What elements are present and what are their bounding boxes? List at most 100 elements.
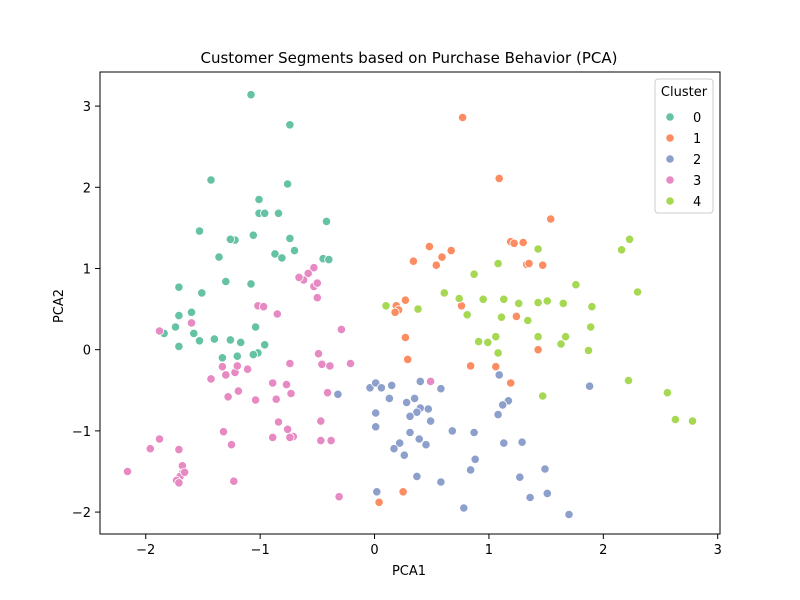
- cluster-3-point: [268, 432, 278, 442]
- cluster-2-point: [371, 422, 381, 432]
- cluster-2-point: [387, 380, 397, 390]
- cluster-0-point: [174, 310, 184, 321]
- cluster-3-point: [317, 359, 327, 369]
- cluster-4-point: [558, 298, 568, 308]
- cluster-0-point: [217, 353, 227, 363]
- cluster-1-point: [506, 378, 516, 388]
- cluster-4-point: [413, 304, 423, 314]
- cluster-4-point: [533, 332, 543, 342]
- cluster-1-point: [533, 345, 543, 355]
- cluster-4-point: [687, 416, 698, 426]
- cluster-2-point: [469, 427, 479, 438]
- cluster-3-point: [425, 376, 436, 386]
- cluster-3-point: [186, 318, 197, 328]
- cluster-2-point: [412, 407, 422, 417]
- axes: −2 −1 0 1 2 3 −2 −1 0 1 2 3: [72, 71, 722, 558]
- x-tick-label: 2: [599, 543, 607, 558]
- cluster-1-point: [546, 214, 556, 224]
- cluster-0-point: [260, 208, 270, 218]
- cluster-0-point: [194, 336, 205, 346]
- legend-entry-1: 1: [693, 132, 701, 147]
- cluster-4-point: [583, 345, 594, 356]
- cluster-1-point: [457, 112, 468, 123]
- cluster-0-point: [174, 282, 184, 292]
- legend-entry-2: 2: [693, 153, 701, 168]
- cluster-4-point: [493, 348, 503, 358]
- cluster-4-point: [670, 414, 681, 425]
- cluster-3-point: [303, 268, 313, 278]
- cluster-3-point: [229, 476, 239, 486]
- plot-frame: [99, 71, 721, 535]
- cluster-1-point: [494, 173, 504, 183]
- cluster-3-point: [174, 478, 184, 488]
- legend-entry-3: 3: [693, 174, 701, 189]
- cluster-2-point: [409, 393, 420, 403]
- cluster-3-point: [316, 435, 326, 446]
- y-tick-label: −1: [72, 425, 91, 440]
- cluster-3-point: [232, 361, 242, 371]
- x-axis-label: PCA1: [392, 564, 426, 579]
- cluster-3-point: [122, 466, 133, 477]
- cluster-2-point: [401, 397, 412, 408]
- cluster-3-point: [312, 278, 322, 288]
- cluster-4-point: [533, 244, 543, 254]
- cluster-0-point: [285, 120, 295, 130]
- legend-marker-0: [665, 112, 675, 122]
- cluster-2-point: [415, 376, 425, 386]
- legend-entry-0: 0: [693, 111, 701, 126]
- cluster-2-point: [525, 492, 535, 503]
- cluster-3-point: [282, 424, 293, 434]
- cluster-4-point: [632, 287, 643, 297]
- cluster-0-point: [232, 351, 242, 361]
- cluster-4-point: [624, 234, 635, 244]
- cluster-3-point: [272, 309, 282, 319]
- cluster-1-point: [446, 246, 456, 256]
- cluster-2-point: [540, 464, 550, 474]
- cluster-3-point: [294, 272, 304, 282]
- cluster-1-point: [400, 295, 410, 305]
- cluster-4-point: [462, 310, 472, 320]
- cluster-4-point: [496, 312, 507, 322]
- cluster-3-point: [286, 388, 296, 399]
- cluster-4-point: [542, 296, 552, 306]
- cluster-0-point: [251, 322, 261, 332]
- cluster-2-point: [459, 503, 469, 513]
- cluster-0-point: [260, 340, 270, 350]
- cluster-3-point: [180, 467, 190, 477]
- cluster-1-point: [538, 260, 548, 270]
- cluster-2-point: [371, 408, 381, 418]
- cluster-4-point: [491, 332, 501, 342]
- cluster-2-point: [423, 404, 433, 414]
- cluster-2-point: [499, 438, 509, 448]
- cluster-0-point: [282, 179, 293, 189]
- cluster-4-point: [662, 388, 673, 398]
- cluster-3-point: [285, 358, 295, 369]
- cluster-3-point: [206, 374, 216, 384]
- cluster-3-point: [322, 388, 333, 398]
- cluster-0-point: [248, 349, 258, 360]
- cluster-2-point: [405, 411, 415, 421]
- cluster-0-point: [324, 255, 334, 265]
- cluster-2-point: [494, 370, 504, 380]
- cluster-3-point: [243, 364, 253, 374]
- cluster-1-point: [408, 256, 418, 266]
- cluster-3-point: [251, 395, 261, 405]
- cluster-4-point: [454, 293, 464, 304]
- cluster-3-point: [154, 434, 165, 444]
- cluster-0-point: [197, 288, 207, 298]
- cluster-4-point: [623, 375, 634, 386]
- cluster-3-point: [326, 435, 336, 446]
- cluster-3-point: [217, 362, 227, 372]
- cluster-4-point: [533, 297, 543, 308]
- cluster-1-point: [390, 307, 400, 317]
- cluster-3-point: [313, 349, 324, 359]
- legend: Cluster 0 1 2 3 4: [654, 78, 714, 214]
- cluster-2-point: [405, 427, 415, 438]
- cluster-1-point: [424, 242, 434, 252]
- cluster-1-point: [509, 238, 519, 248]
- cluster-2-point: [372, 487, 382, 497]
- cluster-2-point: [414, 434, 424, 444]
- cluster-1-point: [465, 361, 476, 371]
- cluster-4-point: [571, 280, 581, 290]
